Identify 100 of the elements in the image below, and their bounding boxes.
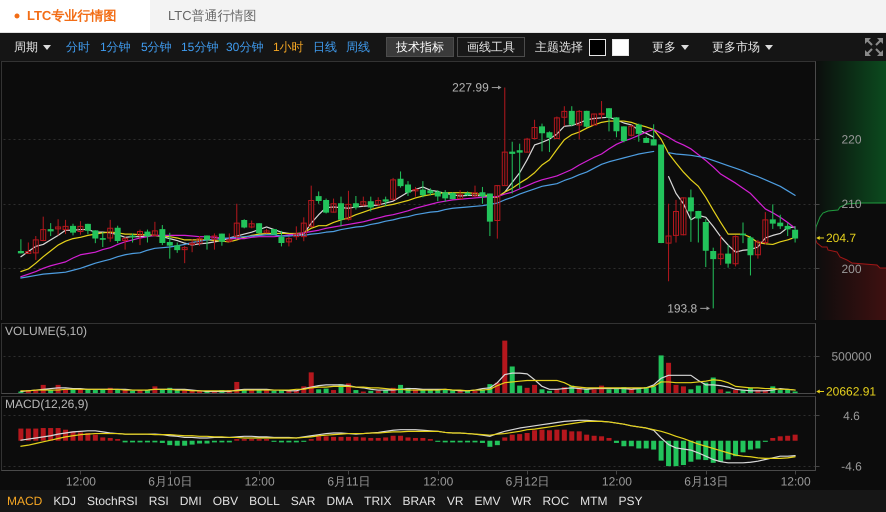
text: MACD <box>7 494 42 508</box>
bar <box>569 431 574 441</box>
candlestick <box>338 196 344 227</box>
candlestick <box>360 196 366 207</box>
bar <box>540 389 544 393</box>
bar <box>398 436 404 441</box>
text: DMI <box>180 494 202 508</box>
text: BRAR <box>402 494 436 508</box>
text: StochRSI <box>87 494 138 508</box>
text: 周线 <box>346 39 370 56</box>
bar <box>658 440 664 461</box>
bar <box>487 440 492 447</box>
bar <box>190 440 195 445</box>
bar <box>383 437 388 441</box>
x-tick-label: 12:00 <box>66 474 96 488</box>
candlestick <box>114 225 121 244</box>
x-tick-label: 6月13日 <box>684 474 728 488</box>
text: 30分钟 <box>226 39 264 56</box>
text: PSY <box>618 494 643 508</box>
bar <box>740 440 746 452</box>
text: 更多市场 <box>712 39 760 56</box>
candlestick <box>345 190 352 222</box>
bar <box>18 428 24 441</box>
bar <box>182 440 188 446</box>
bar <box>532 384 538 393</box>
bar <box>696 386 701 393</box>
bar <box>688 389 694 393</box>
bar <box>532 430 538 441</box>
bar <box>680 440 686 466</box>
candlestick <box>718 236 724 266</box>
bar <box>666 440 672 466</box>
text: 15分钟 <box>181 39 218 56</box>
bar <box>331 390 336 393</box>
candlestick <box>457 190 464 200</box>
bar <box>748 440 753 450</box>
bar <box>390 436 396 441</box>
candlestick <box>375 196 382 207</box>
x-tick-label: 6月10日 <box>148 474 192 488</box>
text: WR <box>512 494 532 508</box>
bar <box>197 440 202 444</box>
text: 技术指标 <box>396 39 444 56</box>
bar <box>606 438 612 441</box>
candlestick <box>211 232 218 250</box>
candlestick <box>747 236 754 276</box>
bar <box>606 389 612 393</box>
bar <box>308 372 314 393</box>
bar <box>174 440 180 446</box>
bar <box>718 389 724 393</box>
candlestick <box>256 222 262 234</box>
bar <box>502 437 508 441</box>
candlestick <box>732 234 739 267</box>
bar <box>554 430 560 441</box>
bar <box>524 433 530 441</box>
bar <box>644 440 649 448</box>
candlestick <box>568 106 575 127</box>
text: 20662.91 <box>826 384 876 398</box>
text: TRIX <box>364 494 392 508</box>
text: 204.7 <box>826 230 856 245</box>
bar <box>406 437 410 441</box>
bar <box>376 438 381 441</box>
bar <box>331 436 336 441</box>
text: RSI <box>148 494 169 508</box>
candlestick <box>278 230 284 247</box>
candlestick <box>352 195 359 210</box>
candlestick <box>107 219 114 242</box>
y-tick-label: 200 <box>841 262 862 276</box>
text: 分时 <box>66 39 90 56</box>
candlestick <box>628 124 634 138</box>
candlestick <box>382 196 389 207</box>
bar <box>674 384 678 393</box>
candlestick <box>561 106 568 127</box>
bar <box>204 440 210 444</box>
bar <box>792 434 798 441</box>
candlestick <box>412 186 418 198</box>
bar <box>360 437 366 441</box>
text: 更多 <box>652 39 676 56</box>
bar <box>584 434 590 441</box>
bar <box>755 440 760 448</box>
text: MTM <box>580 494 608 508</box>
x-tick-label: 6月11日 <box>327 474 371 488</box>
text: 1小时 <box>273 39 304 56</box>
bar <box>770 438 776 441</box>
candlestick <box>152 221 158 238</box>
text: EMV <box>474 494 500 508</box>
bar <box>599 436 604 441</box>
candlestick <box>182 245 188 264</box>
text: 日线 <box>313 39 337 56</box>
candlestick <box>77 220 84 236</box>
text: OBV <box>212 494 238 508</box>
bar <box>576 431 582 441</box>
x-tick-label: 12:00 <box>602 474 632 488</box>
bar <box>316 436 322 441</box>
bar <box>92 390 98 393</box>
candlestick <box>792 226 798 243</box>
y-tick-label: 4.6 <box>843 408 860 423</box>
candlestick <box>390 177 396 202</box>
bar <box>502 340 508 393</box>
chart-title: MACD(12,26,9) <box>5 397 88 411</box>
text: LTC专业行情图 <box>27 7 116 25</box>
candlestick <box>204 234 210 250</box>
